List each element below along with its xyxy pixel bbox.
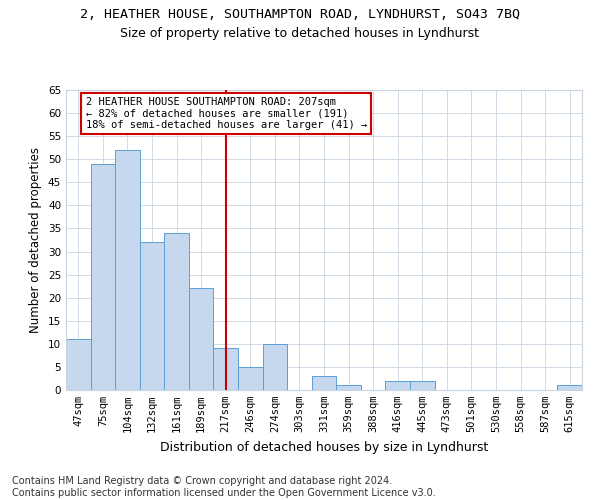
Bar bbox=[91, 164, 115, 390]
Text: 2 HEATHER HOUSE SOUTHAMPTON ROAD: 207sqm
← 82% of detached houses are smaller (1: 2 HEATHER HOUSE SOUTHAMPTON ROAD: 207sqm… bbox=[86, 97, 367, 130]
Bar bbox=[336, 386, 361, 390]
Y-axis label: Number of detached properties: Number of detached properties bbox=[29, 147, 43, 333]
Text: 2, HEATHER HOUSE, SOUTHAMPTON ROAD, LYNDHURST, SO43 7BQ: 2, HEATHER HOUSE, SOUTHAMPTON ROAD, LYND… bbox=[80, 8, 520, 20]
Bar bbox=[115, 150, 140, 390]
Bar bbox=[140, 242, 164, 390]
Bar bbox=[557, 386, 582, 390]
Bar bbox=[189, 288, 214, 390]
Bar bbox=[312, 376, 336, 390]
Bar bbox=[410, 381, 434, 390]
Bar bbox=[263, 344, 287, 390]
Text: Contains HM Land Registry data © Crown copyright and database right 2024.
Contai: Contains HM Land Registry data © Crown c… bbox=[12, 476, 436, 498]
Bar bbox=[238, 367, 263, 390]
X-axis label: Distribution of detached houses by size in Lyndhurst: Distribution of detached houses by size … bbox=[160, 440, 488, 454]
Bar bbox=[164, 233, 189, 390]
Bar bbox=[66, 339, 91, 390]
Bar bbox=[214, 348, 238, 390]
Text: Size of property relative to detached houses in Lyndhurst: Size of property relative to detached ho… bbox=[121, 28, 479, 40]
Bar bbox=[385, 381, 410, 390]
